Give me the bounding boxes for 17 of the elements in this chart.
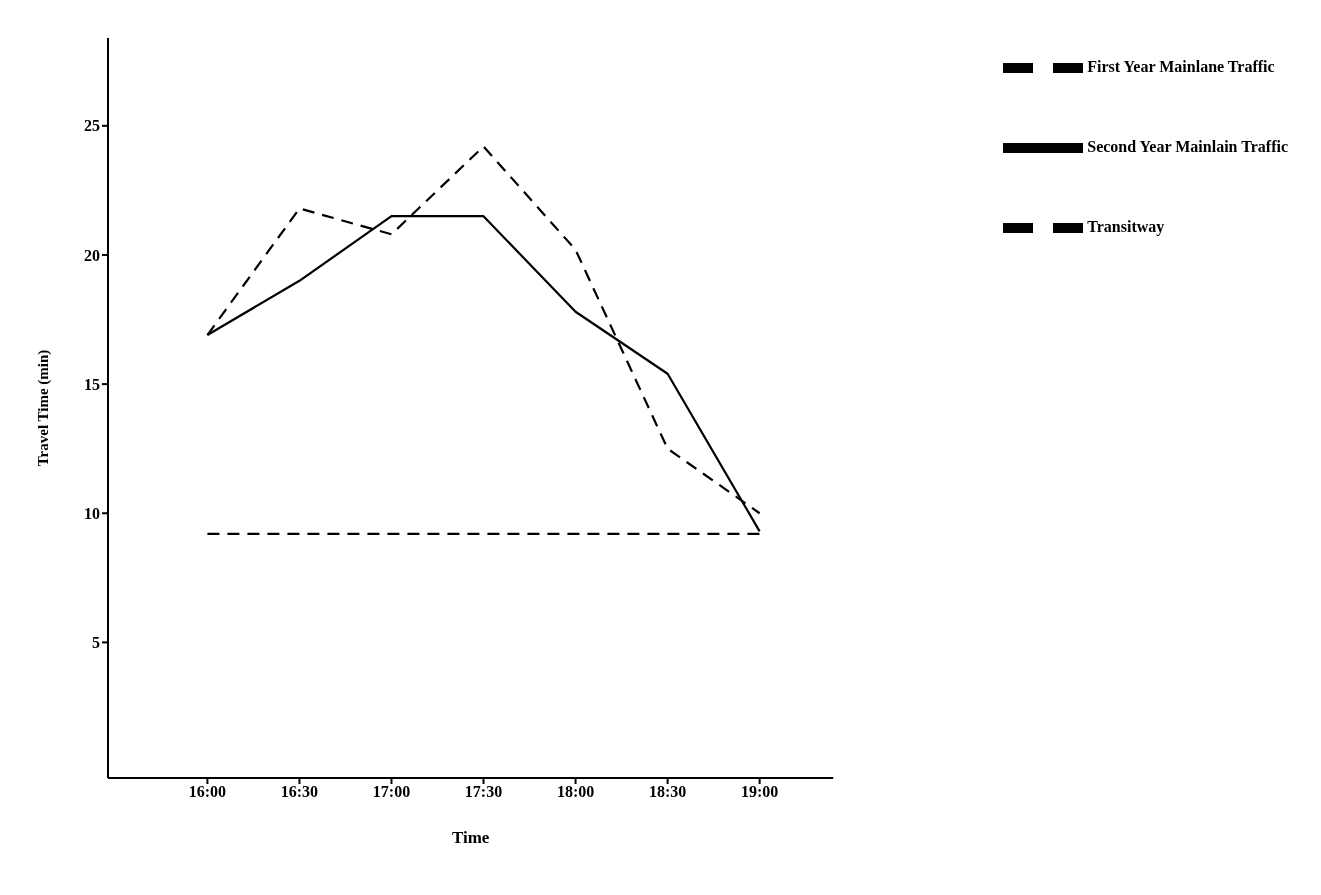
x-tick-label: 18:30	[648, 783, 687, 801]
x-tick-label: 16:30	[280, 783, 319, 801]
y-tick-label: 15	[84, 375, 100, 393]
x-axis-title: Time	[451, 828, 490, 847]
y-tick-label: 5	[92, 634, 100, 652]
y-tick-label: 20	[84, 246, 100, 264]
x-tick-label: 18:00	[556, 783, 595, 801]
x-tick-label: 16:00	[188, 783, 227, 801]
x-tick-label: 17:00	[372, 783, 411, 801]
y-axis-title: Travel Time (min)	[35, 349, 53, 467]
x-tick-label: 17:30	[464, 783, 503, 801]
y-tick-label: 10	[84, 504, 100, 522]
legend-label: First Year Mainlane Traffic	[1087, 57, 1275, 75]
legend-label: Transitway	[1087, 217, 1165, 235]
y-tick-label: 25	[84, 117, 100, 135]
x-tick-label: 19:00	[740, 783, 779, 801]
legend-label: Second Year Mainlain Traffic	[1087, 137, 1288, 155]
